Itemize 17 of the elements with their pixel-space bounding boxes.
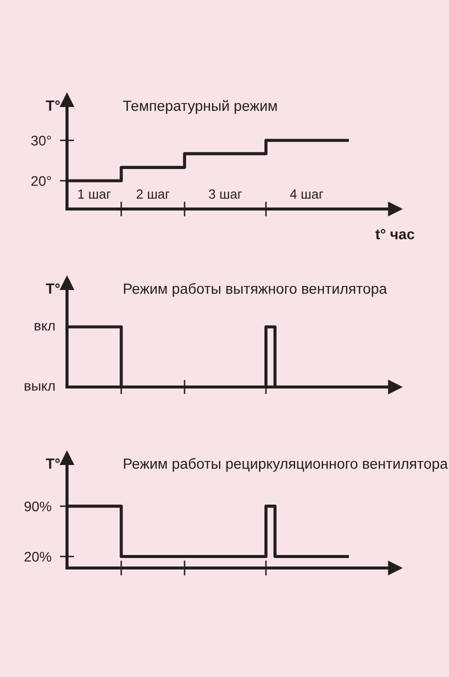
y-tick-label: 20°: [31, 176, 51, 186]
x-axis-title: t° час: [375, 229, 414, 240]
chart-title: Режим работы рециркуляционного вентилятора: [124, 458, 448, 472]
annotation: 2 шаг: [136, 189, 170, 199]
annotation: 3 шаг: [208, 189, 242, 199]
y-axis-title: T°: [46, 458, 60, 469]
text: вкл: [34, 323, 55, 331]
chart-title: Режим работы вытяжного вентилятора: [124, 283, 388, 297]
text: выкл: [24, 383, 55, 391]
y-tick-label: 20%: [24, 552, 52, 562]
y-tick-label: 30°: [31, 136, 51, 146]
annotation: 4 шаг: [290, 190, 324, 199]
y-axis-title: T°: [46, 100, 60, 111]
chart-title: Температурный режим: [123, 100, 277, 114]
annotation: 1 шаг: [78, 190, 111, 199]
y-tick-label: 90%: [24, 502, 52, 512]
y-axis-title: T°: [46, 283, 60, 294]
